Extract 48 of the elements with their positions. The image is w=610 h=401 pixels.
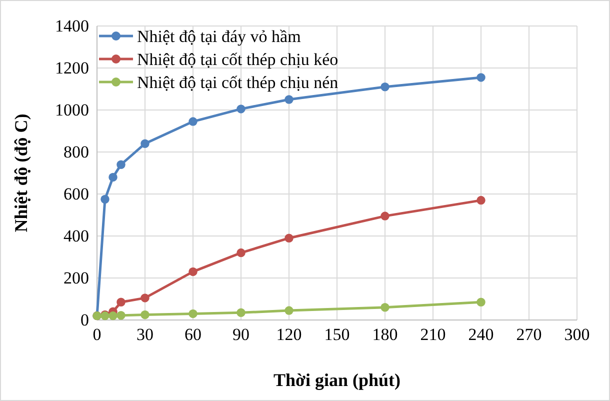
y-tick-label: 1400	[55, 16, 89, 36]
point	[476, 298, 486, 307]
x-tick-label: 270	[516, 325, 542, 344]
point	[188, 309, 198, 318]
x-tick-label: 300	[564, 325, 590, 344]
point	[140, 139, 150, 148]
point	[108, 311, 118, 320]
x-axis-title: Thời gian (phút)	[273, 370, 401, 390]
point	[284, 95, 294, 104]
point	[116, 298, 126, 307]
point	[476, 196, 486, 205]
x-tick-label: 150	[324, 325, 350, 344]
point	[116, 311, 126, 320]
point	[188, 117, 198, 126]
point	[380, 303, 390, 312]
y-tick-label: 400	[64, 226, 89, 246]
legend-label: Nhiệt độ tại cốt thép chịu nén	[137, 73, 339, 92]
point	[476, 73, 486, 82]
x-tick-label: 60	[184, 325, 202, 344]
point	[284, 234, 294, 242]
point	[284, 306, 294, 315]
point	[236, 104, 246, 114]
x-tick-label: 210	[420, 325, 446, 344]
point	[100, 194, 110, 204]
point	[140, 294, 150, 302]
y-tick-label: 200	[64, 268, 89, 288]
x-tick-label: 90	[232, 325, 250, 344]
point	[116, 160, 126, 169]
x-tick-label: 240	[468, 325, 494, 344]
point	[236, 308, 246, 318]
point	[140, 310, 150, 320]
y-tick-label: 600	[64, 184, 89, 204]
x-tick-label: 180	[372, 325, 398, 344]
point	[380, 82, 390, 92]
y-tick-label: 0	[80, 310, 89, 330]
y-axis-title: Nhiệt độ (độ C)	[11, 114, 31, 232]
y-tick-label: 1000	[55, 100, 89, 120]
point	[108, 172, 118, 182]
legend-label: Nhiệt độ tại cốt thép chịu kéo	[137, 50, 338, 69]
point	[188, 267, 198, 276]
y-tick-label: 1200	[55, 58, 89, 78]
y-tick-label: 800	[64, 142, 89, 162]
x-tick-label: 120	[276, 325, 302, 344]
point	[236, 248, 246, 258]
x-tick-label: 30	[136, 325, 154, 344]
x-tick-label: 0	[92, 325, 102, 344]
point	[380, 212, 390, 220]
legend-label: Nhiệt độ tại đáy vỏ hầm	[137, 27, 301, 46]
